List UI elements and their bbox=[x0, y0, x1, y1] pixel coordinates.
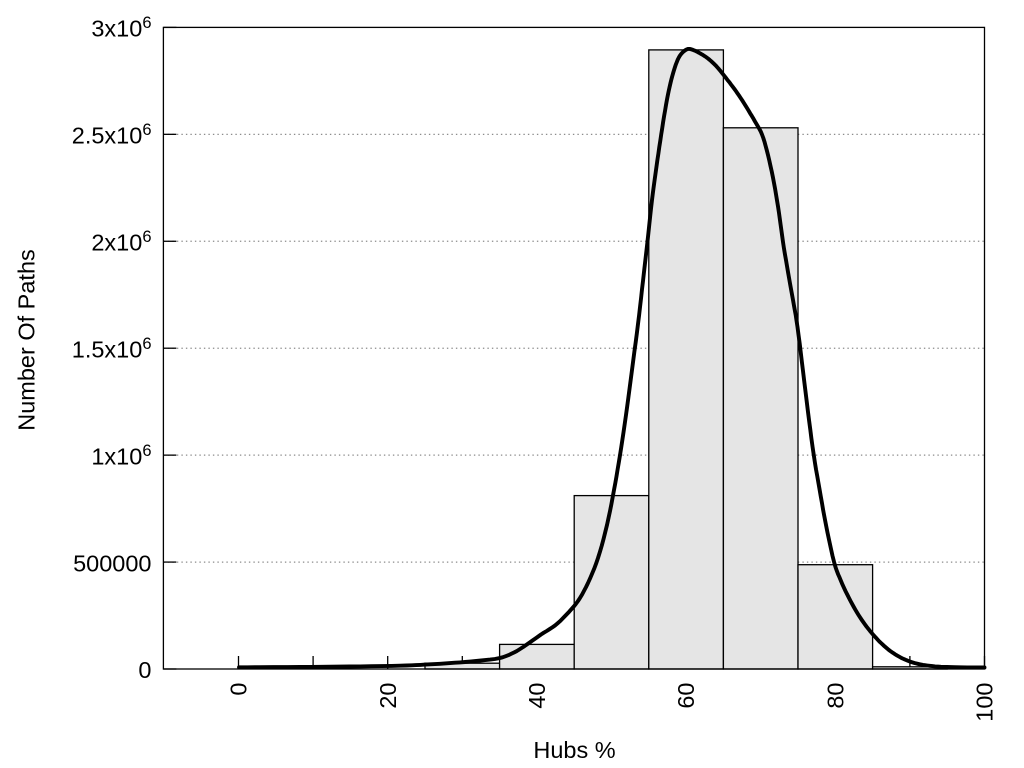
svg-text:2x106: 2x106 bbox=[91, 228, 151, 256]
svg-text:0: 0 bbox=[226, 683, 252, 696]
svg-text:60: 60 bbox=[673, 683, 699, 709]
svg-text:20: 20 bbox=[375, 683, 401, 709]
svg-text:40: 40 bbox=[524, 683, 550, 709]
svg-text:1.5x106: 1.5x106 bbox=[72, 335, 152, 363]
svg-text:2.5x106: 2.5x106 bbox=[72, 121, 152, 149]
svg-text:100: 100 bbox=[972, 683, 998, 722]
svg-text:1x106: 1x106 bbox=[91, 442, 151, 470]
svg-text:Number Of Paths: Number Of Paths bbox=[14, 249, 40, 431]
svg-text:500000: 500000 bbox=[73, 550, 151, 576]
svg-text:0: 0 bbox=[138, 657, 151, 683]
svg-text:Hubs %: Hubs % bbox=[533, 737, 615, 763]
svg-text:3x106: 3x106 bbox=[91, 14, 151, 42]
svg-text:80: 80 bbox=[822, 683, 848, 709]
